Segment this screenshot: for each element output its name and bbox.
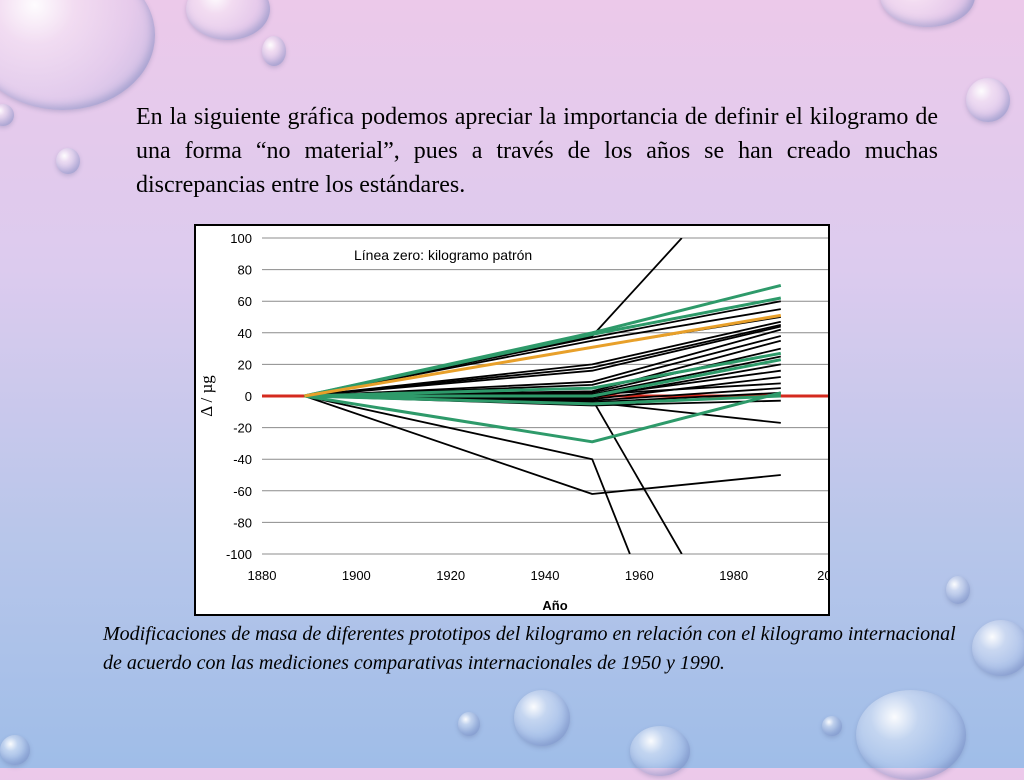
y-tick-label: -100 xyxy=(226,547,252,562)
series-prototype-5 xyxy=(304,308,781,397)
bubble-decoration xyxy=(972,620,1024,676)
chart-frame: 100 80 60 40 20 0 -20 -40 -60 -80 -100 1880 1900 1920… xyxy=(194,224,830,616)
y-tick-label: 20 xyxy=(238,357,252,372)
series-prototype-3 xyxy=(304,296,782,398)
x-tick-label: 1900 xyxy=(342,568,371,583)
x-axis-label: Año xyxy=(542,598,567,613)
bubble-decoration xyxy=(822,716,842,736)
bubble-decoration xyxy=(0,0,155,110)
series-prototype-6 xyxy=(304,313,782,398)
x-tick-label: 1880 xyxy=(248,568,277,583)
series-prototype-9 xyxy=(304,324,781,397)
series-prototype-8 xyxy=(304,320,781,397)
series-prototype-11 xyxy=(304,328,782,397)
bubble-decoration xyxy=(0,735,30,765)
figure-caption: Modificaciones de masa de diferentes pro… xyxy=(103,623,956,674)
bubble-decoration xyxy=(56,148,80,174)
zero-line-annotation: Línea zero: kilogramo patrón xyxy=(354,247,532,263)
bubble-decoration xyxy=(458,712,480,736)
series-prototype-24 xyxy=(304,394,781,406)
x-tick-label: 200 xyxy=(817,568,828,583)
y-tick-label: 100 xyxy=(230,231,252,246)
series-prototype-15 xyxy=(304,351,782,398)
bubble-decoration xyxy=(262,36,286,66)
y-tick-label: -60 xyxy=(233,484,252,499)
bubble-decoration xyxy=(514,690,570,746)
x-tick-label: 1980 xyxy=(719,568,748,583)
bubble-decoration xyxy=(630,726,690,776)
y-axis-label: Δ / µg xyxy=(197,375,216,417)
bubble-decoration xyxy=(946,576,970,604)
series-prototype-28 xyxy=(304,395,781,495)
bubble-decoration xyxy=(186,0,270,40)
y-tick-label: -80 xyxy=(233,515,252,530)
y-tick-label: 80 xyxy=(238,263,252,278)
series-prototype-27 xyxy=(304,391,782,444)
x-tick-label: 1940 xyxy=(531,568,560,583)
x-tick-label: 1960 xyxy=(625,568,654,583)
series-prototype-17 xyxy=(304,358,782,398)
y-tick-label: 0 xyxy=(245,389,252,404)
intro-paragraph: En la siguiente gráfica podemos apreciar… xyxy=(136,104,938,198)
y-tick-label: -40 xyxy=(233,452,252,467)
series-prototype-10 xyxy=(304,325,782,397)
y-tick-label: 60 xyxy=(238,294,252,309)
bubble-decoration xyxy=(966,78,1010,122)
series-prototype-29 xyxy=(304,395,631,554)
y-tick-label: 40 xyxy=(238,326,252,341)
series-prototype-30 xyxy=(304,395,683,554)
bubble-decoration xyxy=(880,0,975,27)
bubble-decoration xyxy=(856,690,966,780)
y-tick-label: -20 xyxy=(233,421,252,436)
x-tick-label: 1920 xyxy=(436,568,465,583)
bubble-decoration xyxy=(0,104,14,126)
